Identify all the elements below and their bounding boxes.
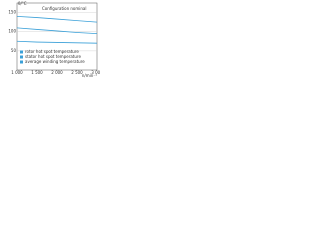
- legend-swatch: [20, 50, 23, 54]
- series-line: [16, 27, 98, 35]
- series-line: [16, 40, 98, 44]
- legend-label: stator hot spot temperature: [25, 54, 81, 59]
- legend-label: average winding temperature: [25, 59, 85, 64]
- x-tick-label: 1 500: [31, 70, 43, 75]
- y-axis-label: θ/°C: [18, 1, 27, 6]
- x-tick-label: 3 000: [91, 70, 100, 75]
- chart: θ/°C Configuration nominal n/min⁻¹ 50 100…: [8, 1, 100, 78]
- x-axis-label: n/min⁻¹: [82, 73, 98, 78]
- legend-swatch: [20, 60, 23, 64]
- x-tick-label: 2 000: [51, 70, 63, 75]
- annotation: Configuration nominal: [42, 6, 87, 11]
- legend-label: rotor hot spot temperature: [25, 49, 79, 54]
- x-tick-label: 2 500: [71, 70, 83, 75]
- y-tick-label: 50: [11, 48, 17, 53]
- y-tick-label: 100: [8, 29, 16, 34]
- x-tick-label: 1 000: [11, 70, 23, 75]
- y-tick-label: 150: [8, 10, 16, 15]
- series-line: [16, 16, 98, 23]
- legend-swatch: [20, 55, 23, 59]
